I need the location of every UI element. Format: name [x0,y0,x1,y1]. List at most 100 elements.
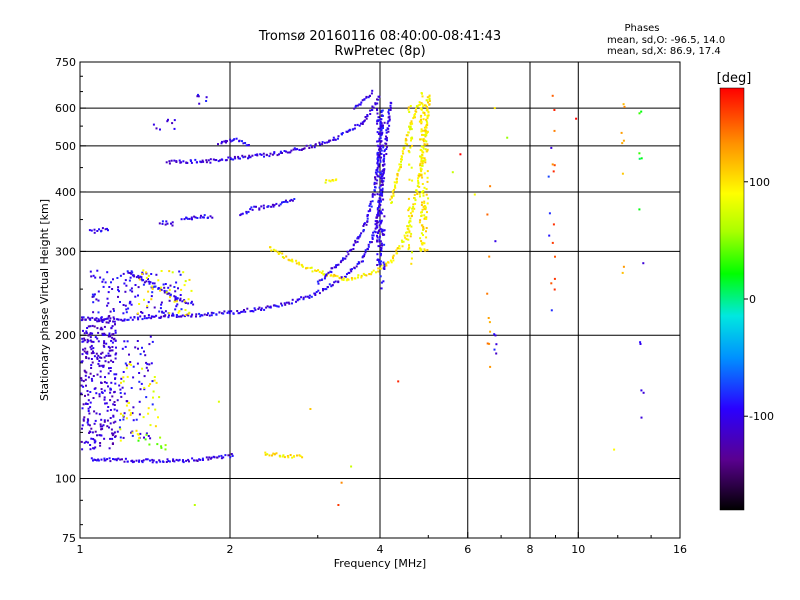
echo-point [175,281,178,284]
echo-point [92,350,94,353]
echo-point [101,392,104,394]
y-tick-label: 600 [55,102,76,115]
echo-point [93,293,96,296]
echo-point [130,431,133,434]
echo-point [365,95,368,98]
echo-point [271,454,273,457]
echo-point [420,145,423,148]
echo-point [253,307,256,310]
echo-point [121,347,124,350]
echo-point [414,116,416,119]
echo-point [386,122,389,125]
echo-point [220,457,223,460]
echo-point [282,454,285,457]
echo-point [138,459,141,462]
echo-point [91,295,94,298]
echo-point [376,208,379,211]
echo-point [377,245,380,248]
echo-point [85,332,88,335]
echo-point [190,216,193,219]
echo-point [621,172,624,175]
echo-point [488,342,491,345]
echo-point [135,276,138,279]
echo-point [112,432,115,435]
echo-point [198,312,201,315]
echo-point [281,152,283,154]
x-axis-ticks: 1 2 4 6 8 10 16 [77,532,687,556]
echo-point [370,273,373,276]
echo-point [97,318,100,321]
echo-point [116,430,119,433]
echo-point [164,310,167,313]
echo-point [100,382,103,384]
echo-point [380,179,383,182]
echo-point [130,287,133,290]
y-tick-label: 300 [55,245,76,258]
echo-point [419,155,421,158]
echo-point [145,272,148,275]
echo-point [187,312,190,315]
x-tick-label: 1 [77,543,84,556]
echo-point [115,346,117,349]
echo-point [178,270,181,273]
echo-point [361,123,364,125]
echo-point [206,314,209,316]
echo-point [309,408,312,410]
echo-point [106,317,109,320]
echo-point [220,142,223,145]
echo-point [420,156,423,159]
echo-point [379,210,382,213]
echo-point [195,313,198,316]
echo-point [410,262,413,265]
echo-point [276,305,279,308]
echo-point [416,193,419,195]
echo-point [383,155,386,158]
echo-point [388,118,391,121]
echo-point [114,329,117,332]
echo-point [409,125,412,128]
echo-point [187,314,190,317]
colorbar-label: [deg] [717,71,752,86]
echo-point [100,318,103,321]
echo-point [550,309,553,312]
echo-point [139,388,142,391]
echo-point [135,429,138,432]
echo-point [291,456,294,459]
echo-point [148,282,151,285]
echo-point [396,174,399,177]
echo-point [143,388,146,391]
echo-point [378,235,381,238]
echo-point [87,316,90,319]
echo-point [279,455,282,458]
echo-point [93,441,96,444]
echo-point [613,448,616,451]
echo-point [335,264,337,267]
echo-point [82,418,85,421]
echo-point [424,159,427,161]
echo-point [553,288,556,291]
echo-point [382,198,385,201]
echo-point [414,113,417,115]
echo-point [422,138,425,141]
echo-point [168,288,171,291]
echo-point [332,275,335,278]
echo-point [421,150,424,153]
echo-point [95,392,98,395]
echo-point [337,280,340,283]
echo-point [195,315,197,318]
echo-point [300,263,303,266]
echo-point [414,110,417,113]
echo-point [103,381,106,384]
echo-point [413,193,416,196]
echo-point [115,352,118,355]
echo-point [390,195,393,198]
echo-point [547,175,550,178]
echo-point [129,276,132,279]
echo-point [406,234,409,237]
echo-point [397,380,400,383]
echo-point [143,317,146,320]
echo-point [173,286,176,288]
echo-point [205,96,208,99]
echo-point [403,234,406,237]
echo-point [104,459,107,462]
